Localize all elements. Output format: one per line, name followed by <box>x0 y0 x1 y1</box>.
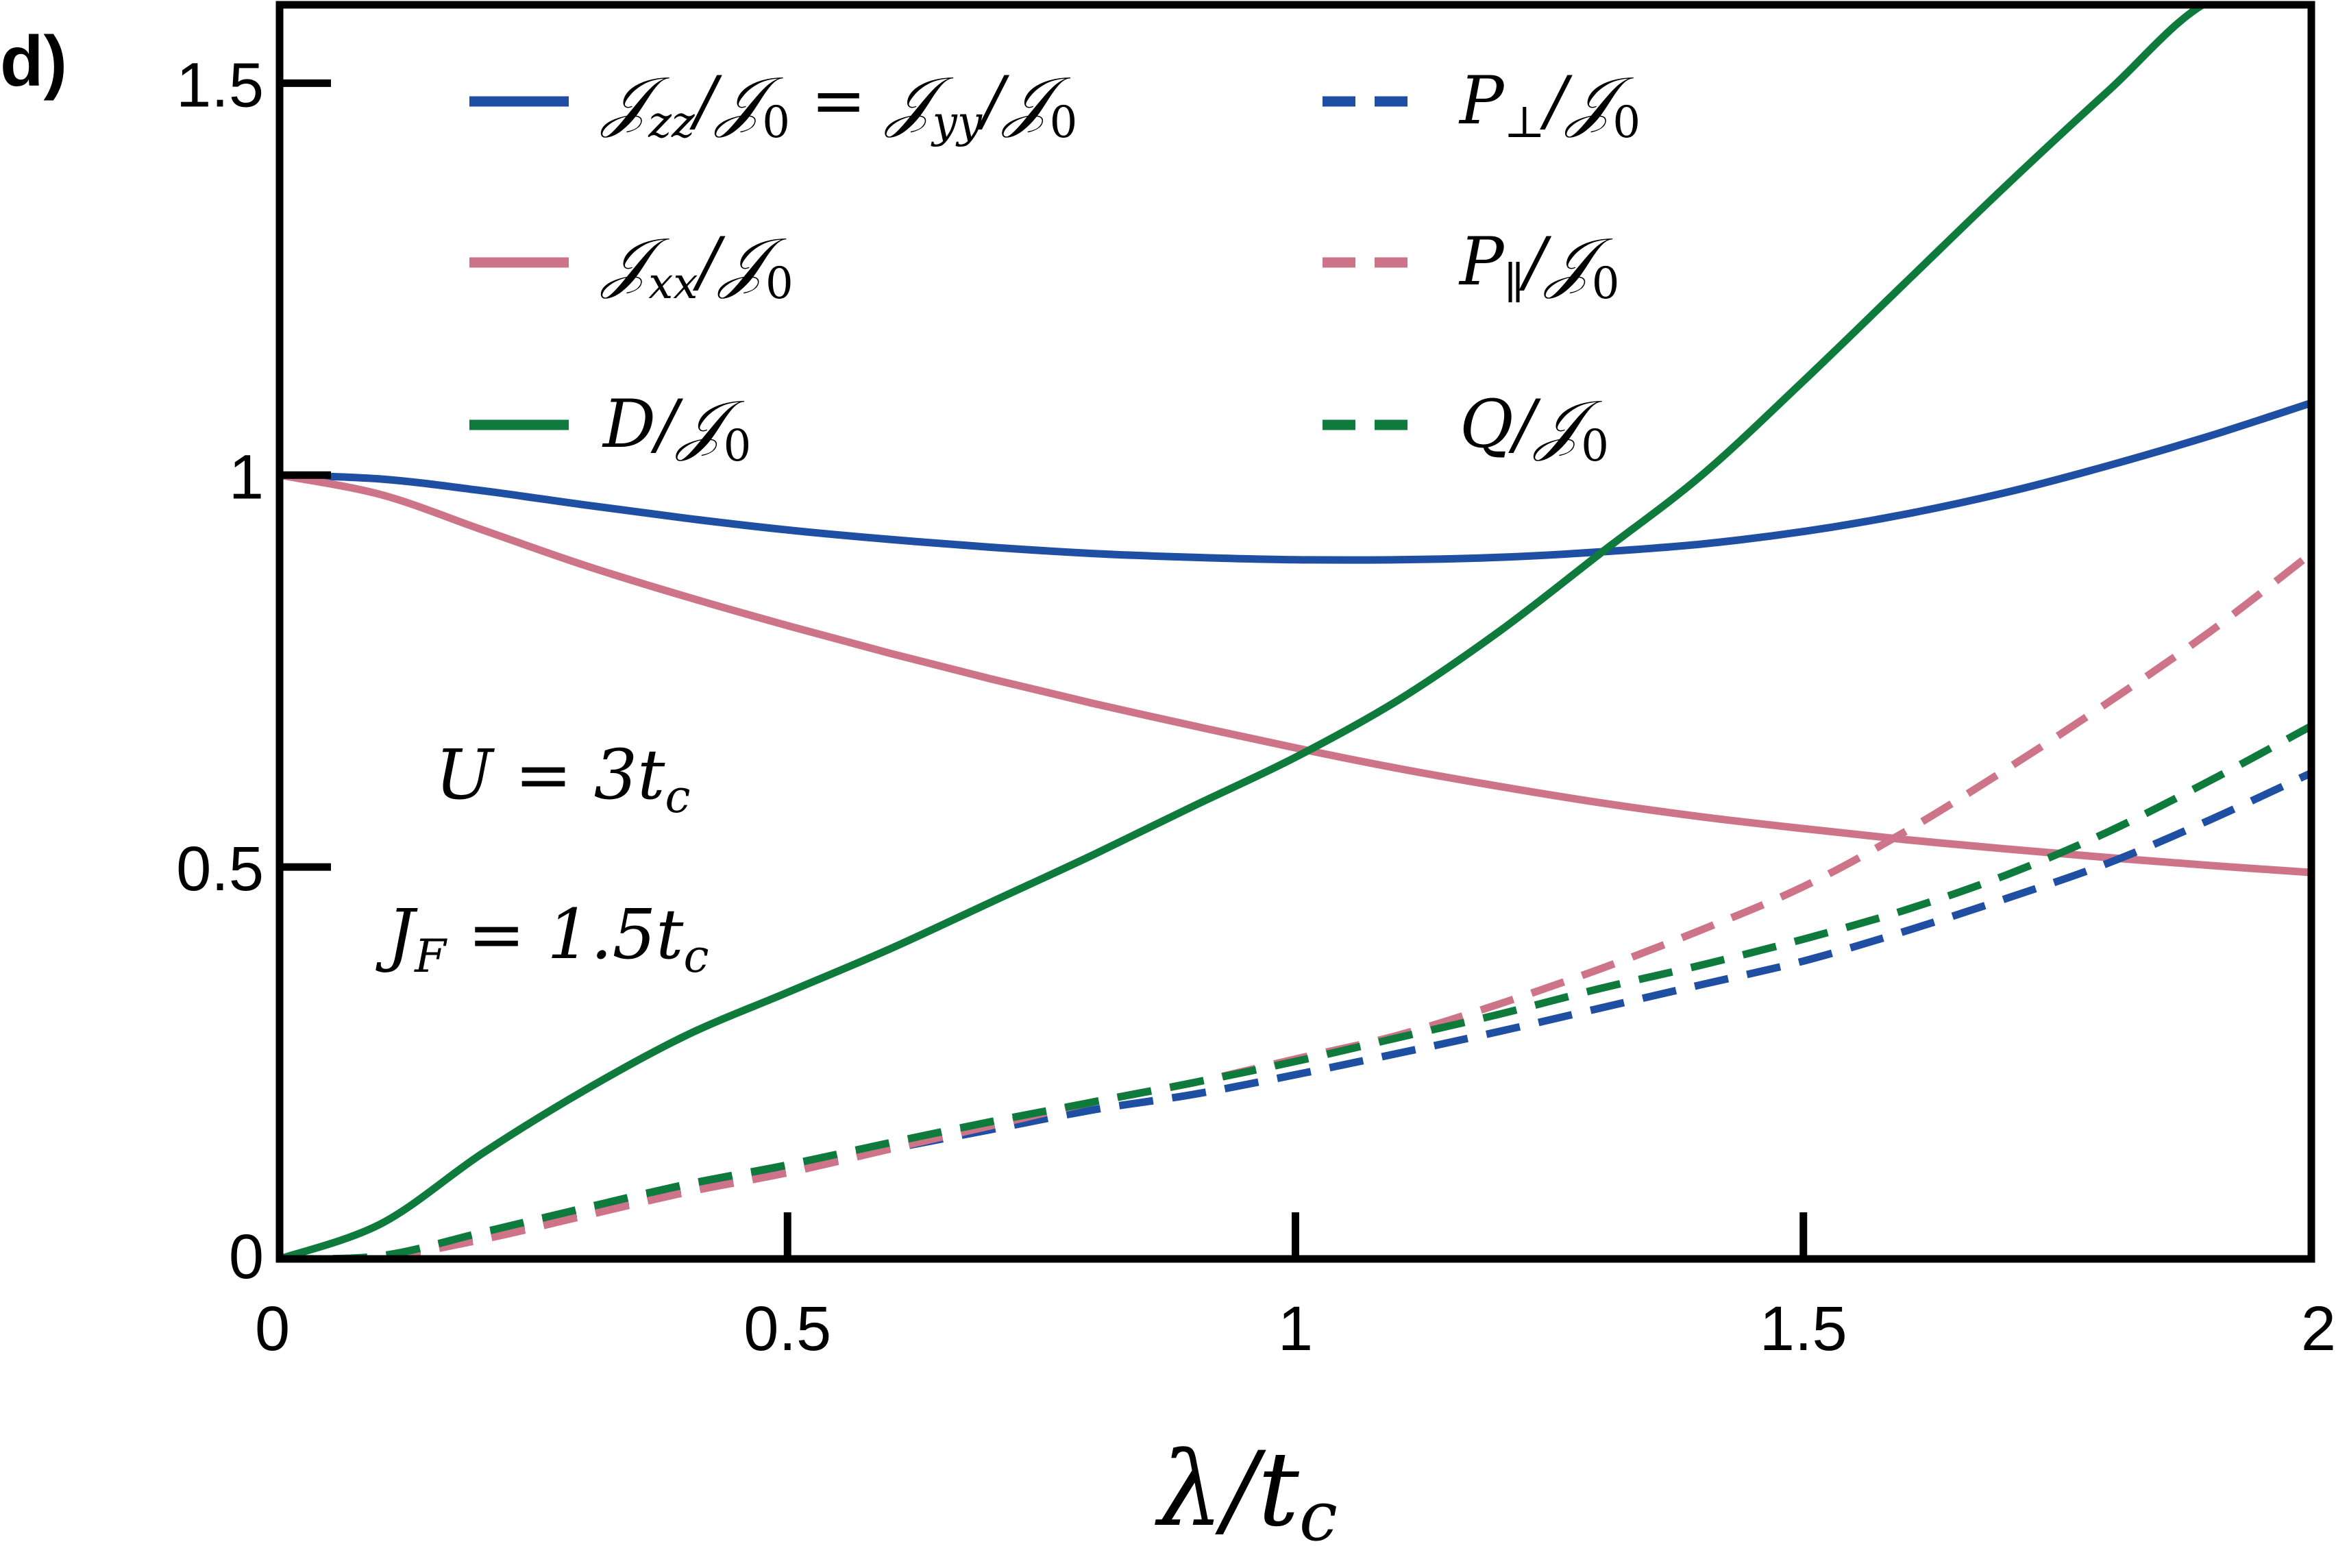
x-tick-label-0: 0 <box>255 1294 290 1364</box>
panel-label: d) <box>0 22 67 101</box>
y-tick-label-1: 0.5 <box>176 834 264 904</box>
series-layer <box>280 5 2311 1259</box>
legend-label-ppar: P∥/𝒥0 <box>1458 223 1619 309</box>
y-tick-label-3: 1.5 <box>176 50 264 120</box>
x-tick-label-2: 1 <box>1278 1294 1313 1364</box>
x-tick-label-3: 1.5 <box>1760 1294 1847 1364</box>
legend-label-pperp: P⊥/𝒥0 <box>1458 62 1640 148</box>
x-axis-label: λ/tc <box>1155 1430 1338 1556</box>
x-tick-label-1: 0.5 <box>743 1294 831 1364</box>
annotation-jf: JF = 1.5tc <box>376 894 709 983</box>
legend-label-q: Q/𝒥0 <box>1460 386 1609 471</box>
legend-label-jzz: 𝒥zz/𝒥0 = 𝒥yy/𝒥0 <box>600 62 1077 148</box>
annotation-u: U = 3tc <box>435 735 690 823</box>
series-line-5 <box>280 722 2311 1259</box>
x-tick-label-4: 2 <box>2301 1294 2336 1364</box>
series-line-1 <box>280 471 2311 877</box>
y-tick-label-0: 0 <box>229 1222 264 1292</box>
series-line-0 <box>280 399 2311 564</box>
ticks-layer: 0 0.5 1 1.5 2 0 0.5 1 1.5 <box>176 50 2336 1364</box>
plot-frame <box>275 1 2315 1263</box>
y-tick-label-2: 1 <box>229 442 264 512</box>
series-line-2 <box>280 5 2211 1259</box>
series-line-3 <box>280 769 2311 1259</box>
legend-label-jxx: 𝒥xx/𝒥0 <box>600 223 794 309</box>
legend: 𝒥zz/𝒥0 = 𝒥yy/𝒥0 𝒥xx/𝒥0 D/𝒥0 P⊥/𝒥0 P∥/𝒥0 … <box>469 62 1640 471</box>
legend-label-d: D/𝒥0 <box>602 386 751 471</box>
